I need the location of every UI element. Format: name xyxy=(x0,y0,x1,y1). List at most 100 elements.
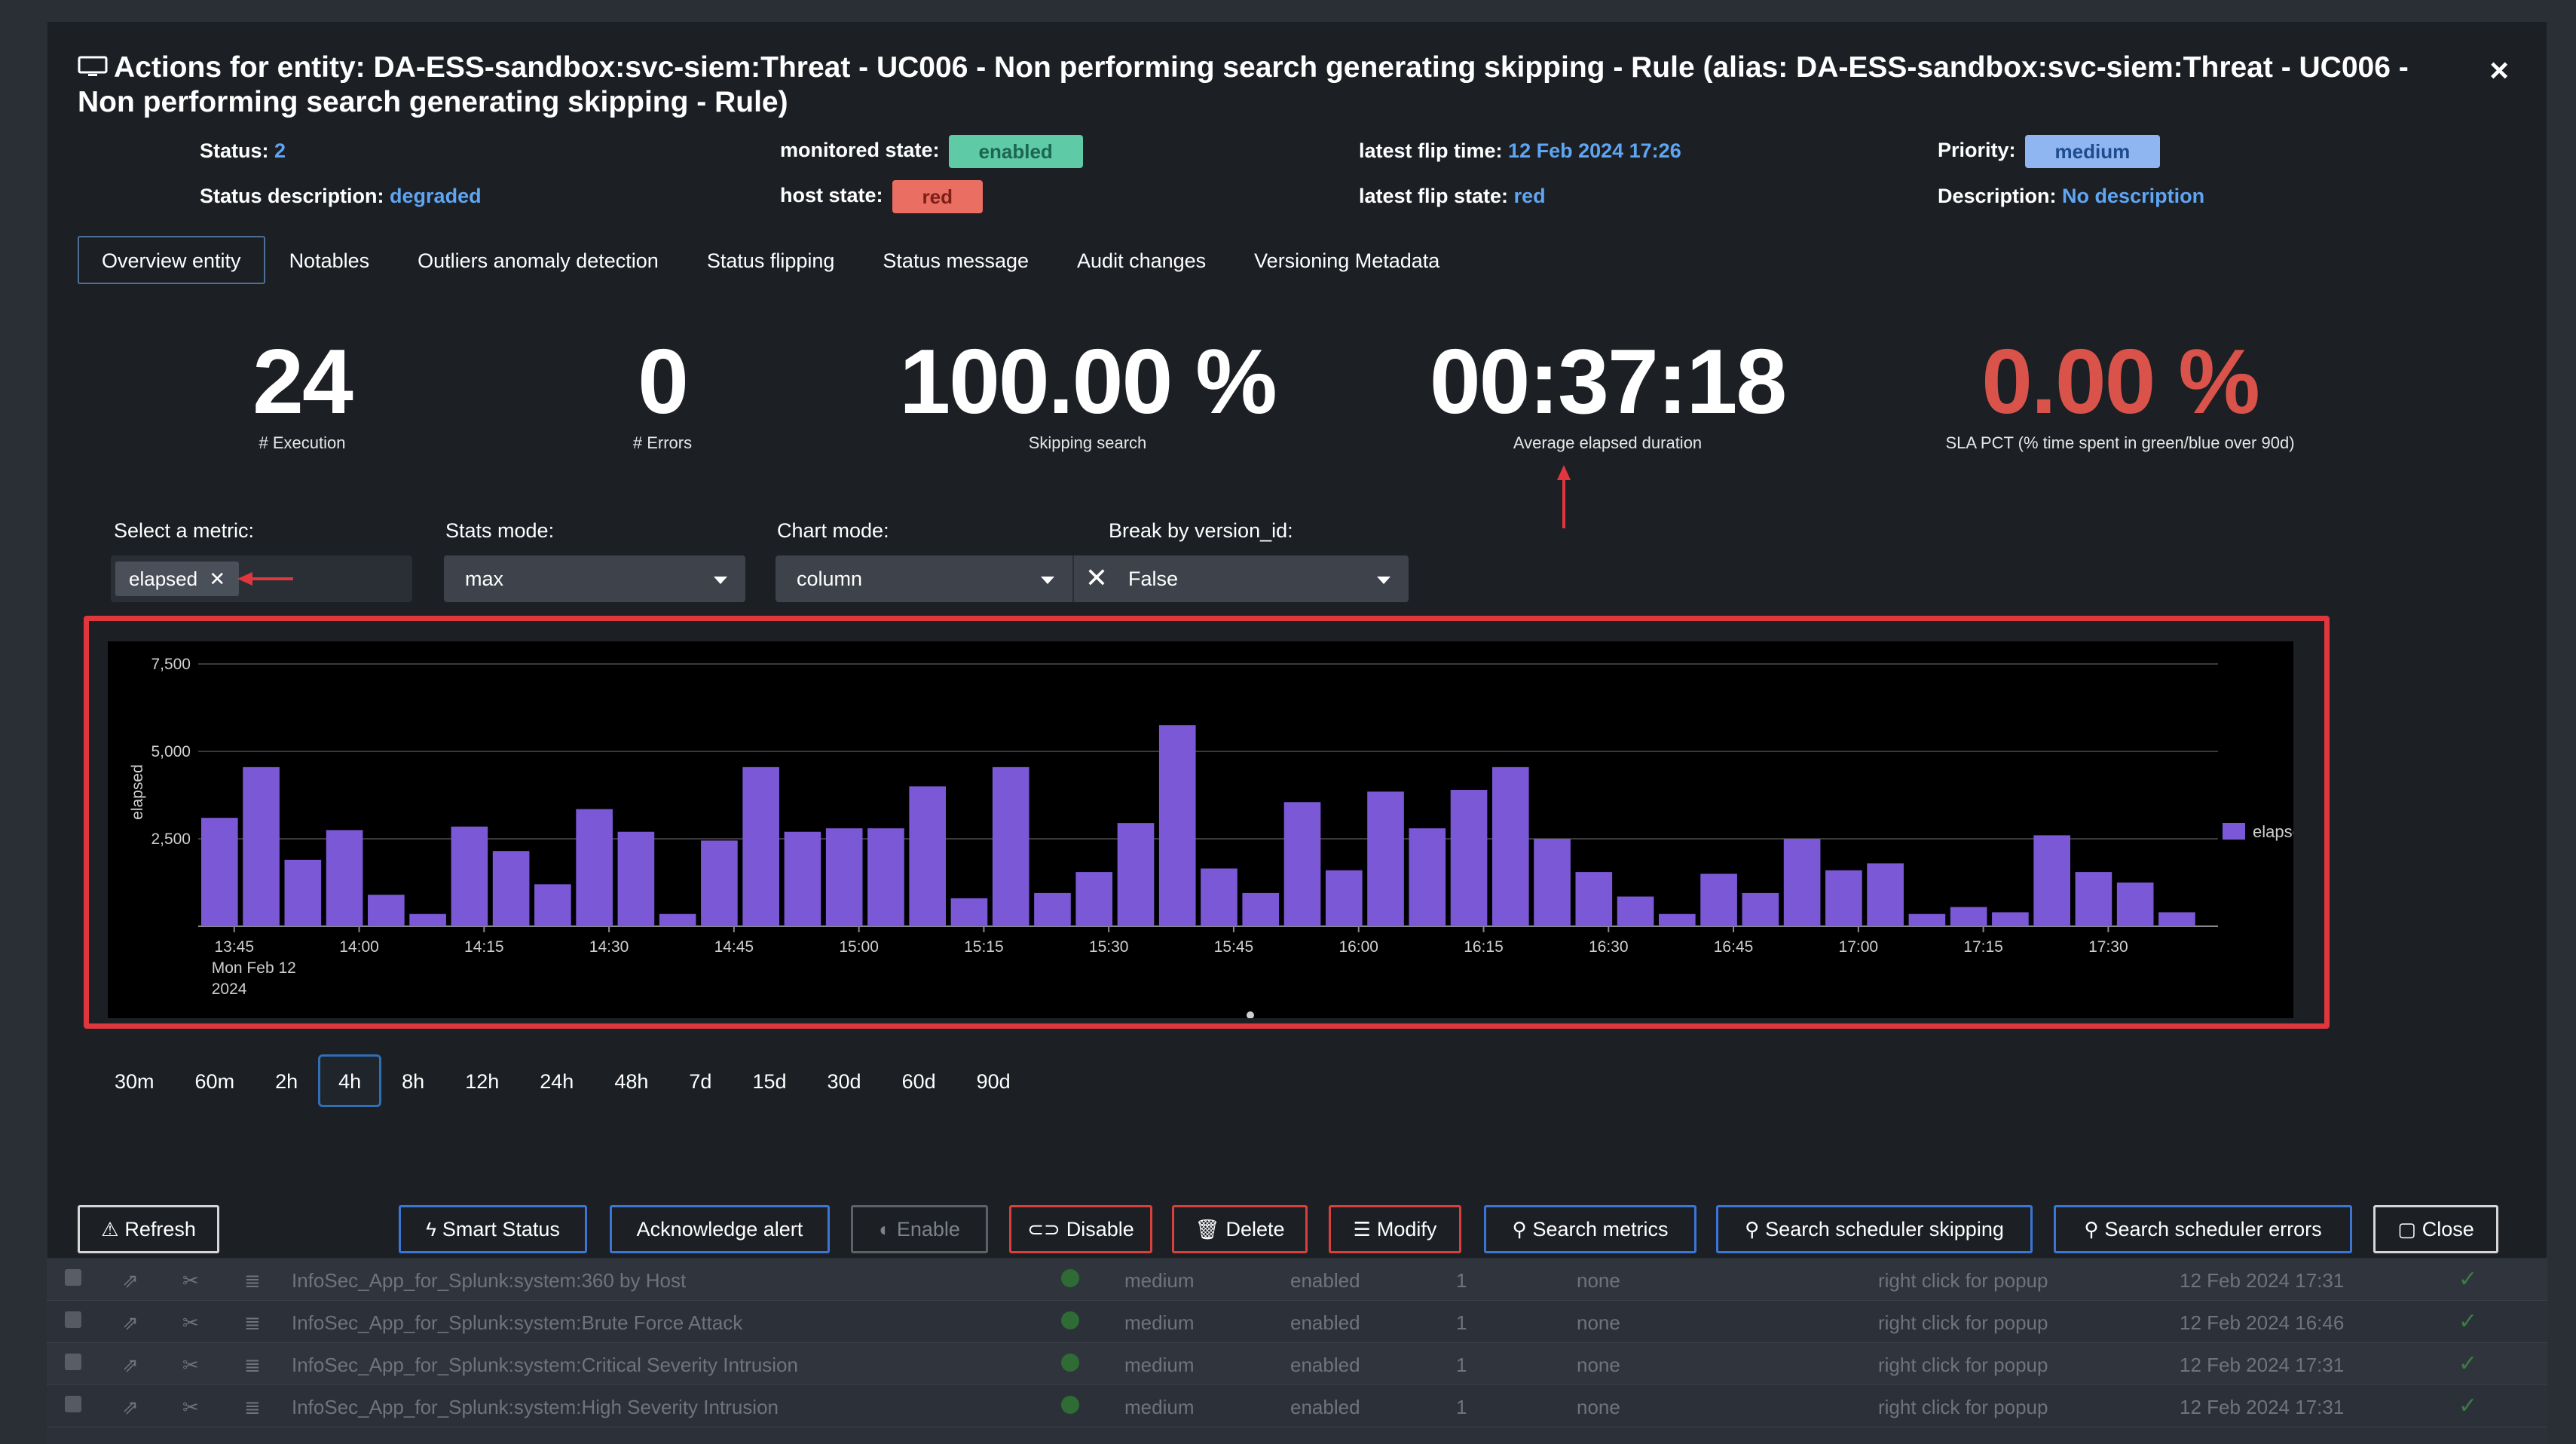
lightning-icon: ϟ xyxy=(426,1218,436,1241)
cell-popup: right click for popup xyxy=(1878,1354,2048,1376)
elapsed-chart: 2,500 5,000 7,500 elapsed 13:45 Mon Feb 12 202… xyxy=(108,641,2293,1018)
tools-icon[interactable]: ✂ xyxy=(182,1269,199,1292)
x-tick-label: 17:30 xyxy=(2088,938,2128,956)
search-metrics-button[interactable]: ⚲ Search metrics xyxy=(1484,1205,1696,1253)
x-tick-label: 16:45 xyxy=(1714,938,1754,956)
delete-button[interactable]: 🗑 Delete xyxy=(1172,1205,1308,1253)
break-by-select[interactable]: False xyxy=(1107,555,1409,602)
table-row: ⇗ ✂ ≣ InfoSec_App_for_Splunk:system:High Se… xyxy=(47,1385,2547,1427)
time-range-30m[interactable]: 30m xyxy=(115,1070,154,1093)
bar xyxy=(1242,892,1280,926)
search-icon: ⚲ xyxy=(1512,1218,1527,1241)
search-scheduler-skipping-button[interactable]: ⚲ Search scheduler skipping xyxy=(1716,1205,2033,1253)
open-external-icon[interactable]: ⇗ xyxy=(122,1311,139,1334)
cell-time: 12 Feb 2024 16:46 xyxy=(2180,1311,2345,1334)
cell-priority: medium xyxy=(1124,1311,1195,1334)
database-icon[interactable]: ≣ xyxy=(244,1311,261,1334)
bar xyxy=(451,826,488,926)
bar xyxy=(1825,870,1862,926)
chip-remove-icon[interactable]: ✕ xyxy=(209,568,226,590)
database-icon[interactable]: ≣ xyxy=(244,1396,261,1418)
time-range-15d[interactable]: 15d xyxy=(752,1070,787,1093)
row-checkbox[interactable] xyxy=(65,1269,81,1286)
time-range-30d[interactable]: 30d xyxy=(827,1070,861,1093)
time-range-48h[interactable]: 48h xyxy=(614,1070,649,1093)
bar xyxy=(825,828,863,926)
bar xyxy=(1367,791,1404,926)
bar xyxy=(867,828,904,926)
database-icon[interactable]: ≣ xyxy=(244,1354,261,1376)
time-range-12h[interactable]: 12h xyxy=(465,1070,500,1093)
elapsed-label: Average elapsed duration xyxy=(1513,433,1703,452)
time-range-7d[interactable]: 7d xyxy=(689,1070,712,1093)
search-scheduler-errors-button[interactable]: ⚲ Search scheduler errors xyxy=(2054,1205,2352,1253)
bar xyxy=(534,884,571,926)
x-tick-date-label: Mon Feb 12 xyxy=(212,959,296,977)
time-range-2h[interactable]: 2h xyxy=(275,1070,298,1093)
modal-close-icon[interactable]: × xyxy=(2489,52,2509,89)
priority-badge: medium xyxy=(2024,135,2161,168)
time-range-90d[interactable]: 90d xyxy=(976,1070,1011,1093)
bar xyxy=(1075,872,1113,926)
row-checkbox[interactable] xyxy=(65,1396,81,1412)
bar xyxy=(201,818,238,926)
tab-versioning-metadata[interactable]: Versioning Metadata xyxy=(1254,249,1440,272)
time-range-60d[interactable]: 60d xyxy=(901,1070,936,1093)
cell-state: enabled xyxy=(1290,1311,1360,1334)
bar xyxy=(992,766,1029,926)
bar xyxy=(2158,912,2195,926)
open-external-icon[interactable]: ⇗ xyxy=(122,1396,139,1418)
open-external-icon[interactable]: ⇗ xyxy=(122,1354,139,1376)
latest-flip-time-field: latest flip time: 12 Feb 2024 17:26 xyxy=(1359,139,1681,162)
tab-notables[interactable]: Notables xyxy=(289,249,370,272)
tab-status-flipping[interactable]: Status flipping xyxy=(706,249,835,272)
row-checkbox[interactable] xyxy=(65,1311,81,1328)
time-range-24h[interactable]: 24h xyxy=(540,1070,574,1093)
trash-icon: 🗑 xyxy=(1195,1218,1220,1241)
tools-icon[interactable]: ✂ xyxy=(182,1354,199,1376)
time-range-4h[interactable]: 4h xyxy=(318,1054,382,1107)
bar xyxy=(1700,873,1737,926)
enable-button[interactable]: ◐ Enable xyxy=(851,1205,988,1253)
metric-chip[interactable]: elapsed ✕ xyxy=(115,561,240,596)
priority-field: Priority: medium xyxy=(1938,135,2161,168)
x-tick-label: 16:15 xyxy=(1464,938,1504,956)
acknowledge-alert-button[interactable]: Acknowledge alert xyxy=(610,1205,830,1253)
modify-button[interactable]: ☰ Modify xyxy=(1329,1205,1461,1253)
disable-button[interactable]: ⊂⊃ Disable xyxy=(1009,1205,1152,1253)
row-checkbox[interactable] xyxy=(65,1354,81,1370)
tab-audit-changes[interactable]: Audit changes xyxy=(1077,249,1207,272)
execution-label: # Execution xyxy=(259,433,346,452)
check-icon: ✓ xyxy=(2458,1309,2478,1334)
x-tick-label: 14:30 xyxy=(589,938,629,956)
close-button[interactable]: ▢ Close xyxy=(2373,1205,2498,1253)
entity-actions-modal: Actions for entity: DA-ESS-sandbox:svc-s… xyxy=(47,21,2547,1259)
chevron-down-icon xyxy=(1377,577,1390,584)
time-range-8h[interactable]: 8h xyxy=(402,1070,425,1093)
x-tick-label: 16:30 xyxy=(1589,938,1629,956)
tab-overview-entity[interactable]: Overview entity xyxy=(78,236,265,284)
tools-icon[interactable]: ✂ xyxy=(182,1396,199,1418)
monitor-icon xyxy=(78,56,108,76)
bar xyxy=(1450,790,1488,926)
database-icon[interactable]: ≣ xyxy=(244,1269,261,1292)
smart-status-button[interactable]: ϟ Smart Status xyxy=(399,1205,587,1253)
y-axis-label: elapsed xyxy=(129,764,146,820)
y-tick-label: 5,000 xyxy=(151,743,191,760)
open-external-icon[interactable]: ⇗ xyxy=(122,1269,139,1292)
stats-mode-select[interactable]: max xyxy=(444,555,745,602)
bar xyxy=(492,851,530,926)
latest-flip-state-field: latest flip state: red xyxy=(1359,185,1546,207)
refresh-button[interactable]: ⚠ Refresh xyxy=(78,1205,219,1253)
entity-tabs: Overview entity Notables Outliers anomaly … xyxy=(78,236,1464,284)
bar xyxy=(742,766,779,926)
tab-status-message[interactable]: Status message xyxy=(883,249,1029,272)
x-tick-date-label: 2024 xyxy=(212,981,247,998)
time-range-60m[interactable]: 60m xyxy=(194,1070,235,1093)
sla-value: 0.00 % xyxy=(1981,330,2260,433)
tools-icon[interactable]: ✂ xyxy=(182,1311,199,1334)
chart-mode-select[interactable]: column xyxy=(776,555,1072,602)
tab-outliers[interactable]: Outliers anomaly detection xyxy=(418,249,659,272)
metric-label: Select a metric: xyxy=(114,519,255,542)
x-tick-label: 15:00 xyxy=(839,938,879,956)
